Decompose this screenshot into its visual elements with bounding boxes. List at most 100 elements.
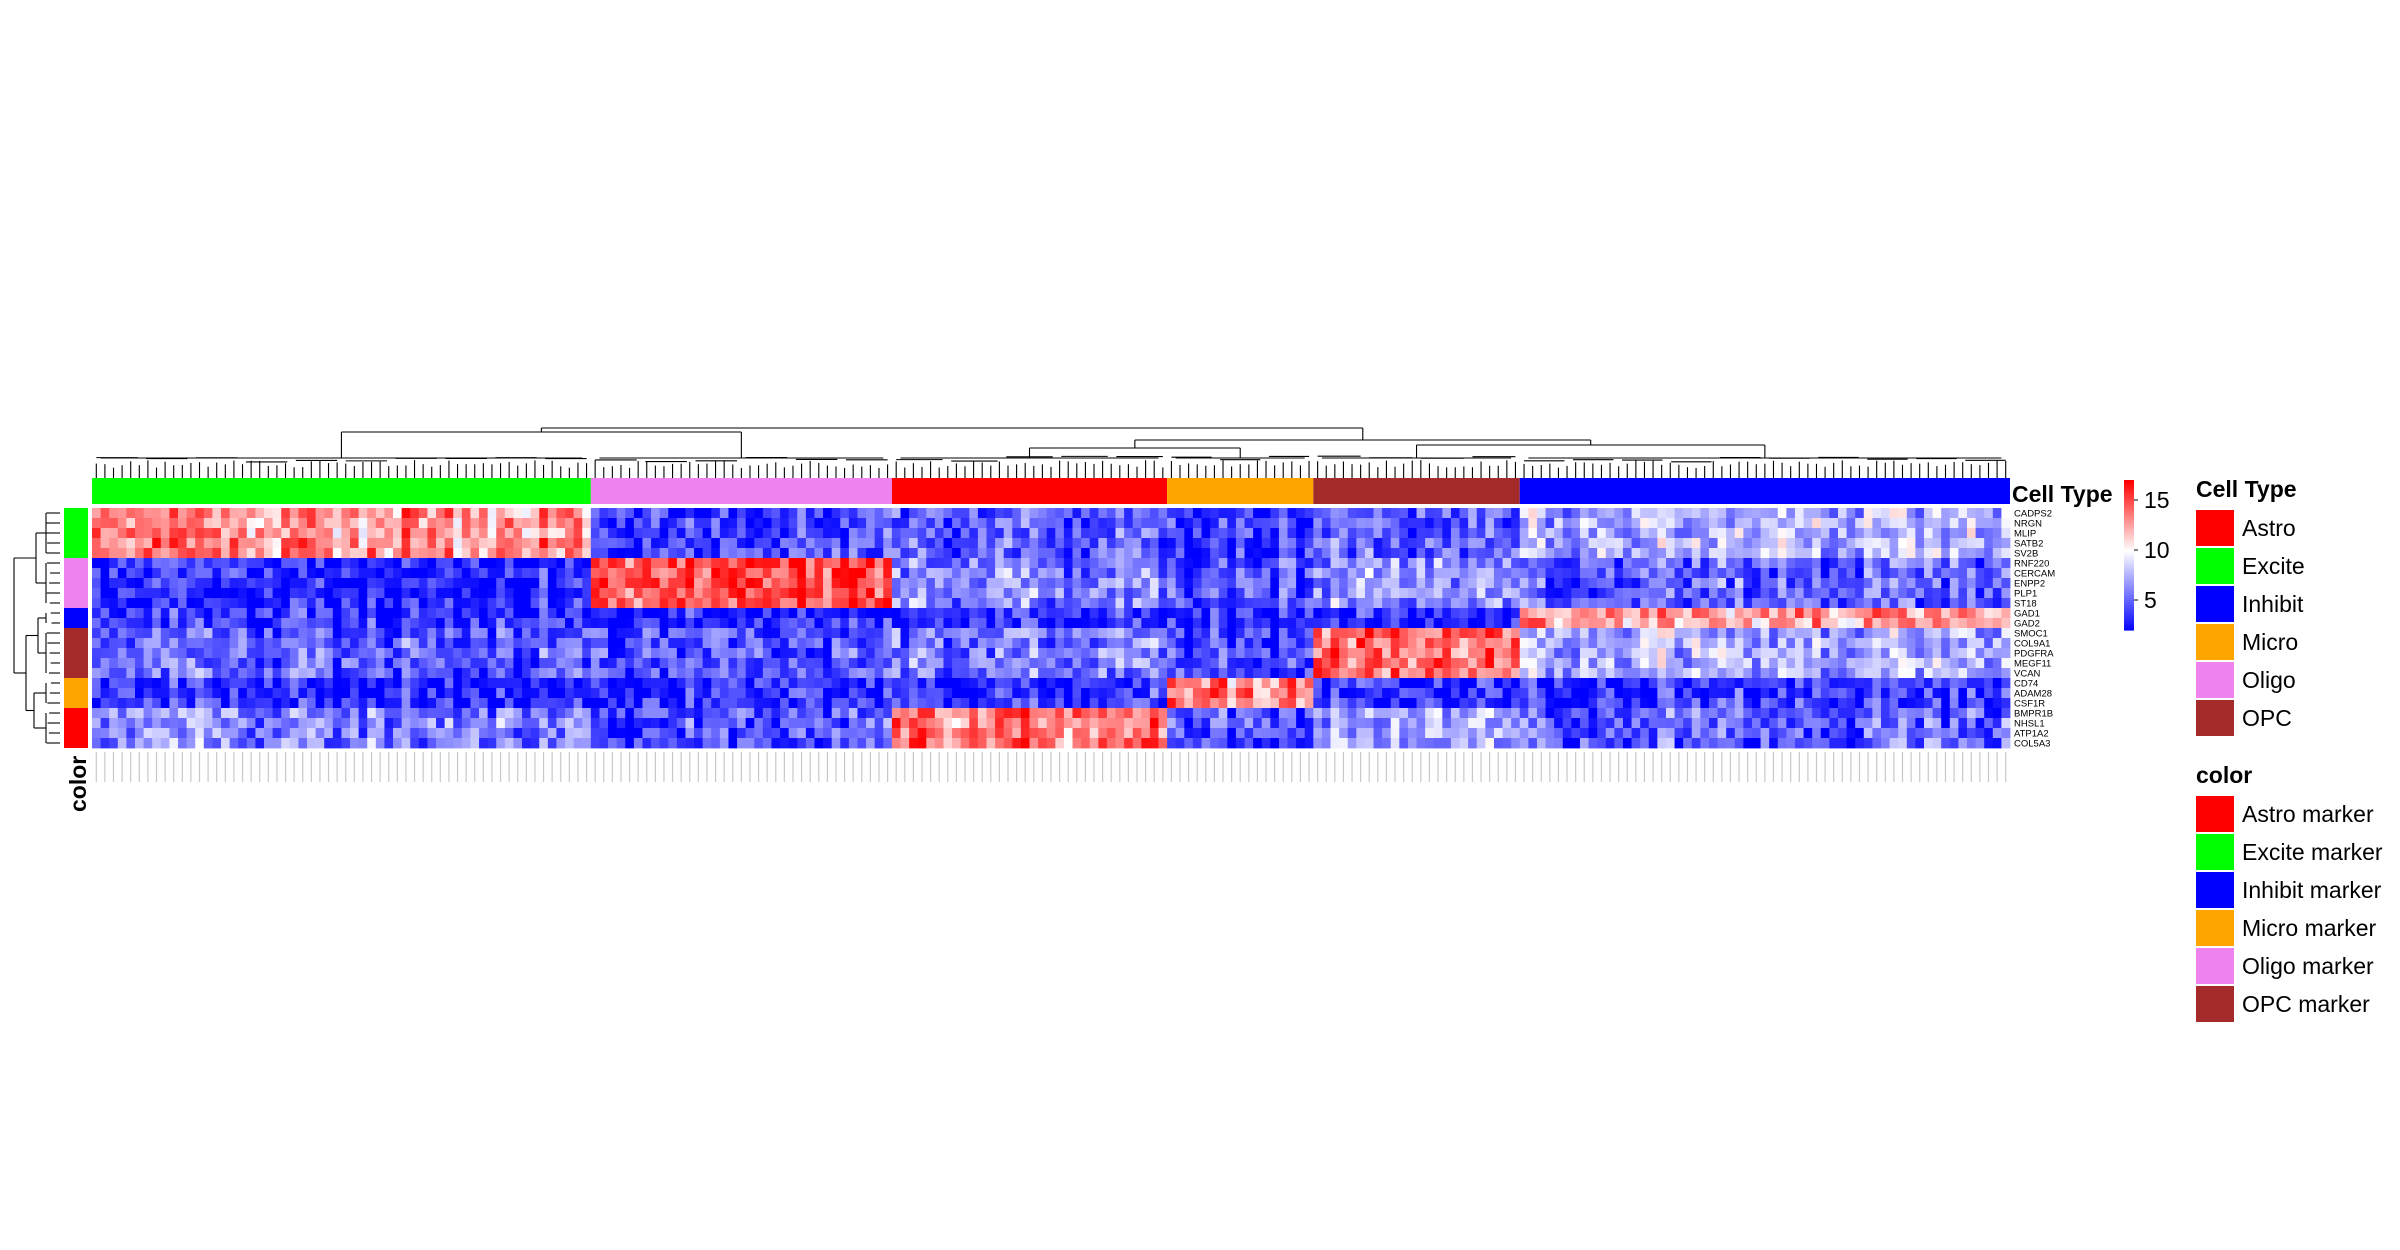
heatmap-cell	[1554, 658, 1564, 669]
heatmap-cell	[178, 528, 188, 539]
heatmap-cell	[960, 528, 970, 539]
heatmap-cell	[788, 668, 798, 679]
heatmap-cell	[143, 548, 153, 559]
heatmap-cell	[1734, 598, 1744, 609]
heatmap-cell	[1407, 518, 1417, 529]
heatmap-cell	[178, 698, 188, 709]
heatmap-cell	[1622, 568, 1632, 579]
heatmap-cell	[1562, 718, 1572, 729]
heatmap-cell	[1450, 608, 1460, 619]
heatmap-cell	[1519, 528, 1529, 539]
heatmap-cell	[264, 698, 274, 709]
heatmap-cell	[676, 628, 686, 639]
heatmap-cell	[797, 618, 807, 629]
heatmap-cell	[642, 678, 652, 689]
heatmap-cell	[1390, 628, 1400, 639]
heatmap-cell	[1313, 528, 1323, 539]
heatmap-cell	[298, 518, 308, 529]
heatmap-cell	[1175, 508, 1185, 519]
heatmap-cell	[1373, 518, 1383, 529]
heatmap-cell	[943, 508, 953, 519]
heatmap-cell	[1339, 718, 1349, 729]
heatmap-cell	[341, 678, 351, 689]
heatmap-cell	[986, 518, 996, 529]
heatmap-cell	[960, 538, 970, 549]
heatmap-cell	[1149, 698, 1159, 709]
heatmap-cell	[1416, 598, 1426, 609]
heatmap-cell	[1717, 618, 1727, 629]
heatmap-cell	[212, 648, 222, 659]
heatmap-cell	[969, 718, 979, 729]
heatmap-cell	[582, 608, 592, 619]
heatmap-cell	[384, 558, 394, 569]
heatmap-cell	[1373, 708, 1383, 719]
heatmap-cell	[100, 618, 110, 629]
heatmap-cell	[1450, 548, 1460, 559]
heatmap-cell	[848, 518, 858, 529]
heatmap-cell	[556, 668, 566, 679]
heatmap-cell	[1743, 668, 1753, 679]
heatmap-cell	[427, 608, 437, 619]
heatmap-cell	[986, 608, 996, 619]
heatmap-cell	[1545, 648, 1555, 659]
heatmap-cell	[1038, 548, 1048, 559]
heatmap-cell	[315, 528, 325, 539]
heatmap-cell	[1192, 678, 1202, 689]
heatmap-cell	[565, 628, 575, 639]
heatmap-cell	[1622, 518, 1632, 529]
heatmap-cell	[1691, 558, 1701, 569]
heatmap-cell	[831, 738, 841, 749]
heatmap-cell	[461, 678, 471, 689]
heatmap-cell	[255, 688, 265, 699]
heatmap-cell	[384, 628, 394, 639]
heatmap-cell	[530, 668, 540, 679]
heatmap-cell	[1321, 628, 1331, 639]
heatmap-cell	[582, 528, 592, 539]
heatmap-cell	[100, 518, 110, 529]
heatmap-cell	[771, 578, 781, 589]
heatmap-cell	[1158, 718, 1168, 729]
heatmap-cell	[135, 648, 145, 659]
heatmap-cell	[771, 558, 781, 569]
heatmap-cell	[212, 598, 222, 609]
heatmap-cell	[212, 628, 222, 639]
heatmap-cell	[1459, 578, 1469, 589]
heatmap-cell	[780, 718, 790, 729]
heatmap-cell	[917, 608, 927, 619]
heatmap-cell	[1450, 678, 1460, 689]
heatmap-cell	[943, 628, 953, 639]
heatmap-cell	[547, 578, 557, 589]
heatmap-cell	[169, 668, 179, 679]
heatmap-cell	[702, 708, 712, 719]
heatmap-cell	[255, 618, 265, 629]
heatmap-cell	[1502, 608, 1512, 619]
heatmap-cell	[1278, 558, 1288, 569]
heatmap-cell	[418, 548, 428, 559]
heatmap-cell	[1012, 618, 1022, 629]
heatmap-cell	[178, 678, 188, 689]
heatmap-cell	[788, 598, 798, 609]
heatmap-cell	[1227, 628, 1237, 639]
heatmap-cell	[1390, 718, 1400, 729]
heatmap-cell	[1476, 688, 1486, 699]
heatmap-cell	[1631, 728, 1641, 739]
heatmap-cell	[1622, 508, 1632, 519]
heatmap-cell	[332, 728, 342, 739]
heatmap-cell	[1648, 738, 1658, 749]
heatmap-cell	[1063, 738, 1073, 749]
heatmap-cell	[1571, 548, 1581, 559]
heatmap-cell	[1407, 698, 1417, 709]
heatmap-cell	[1304, 728, 1314, 739]
heatmap-cell	[857, 628, 867, 639]
heatmap-cell	[358, 518, 368, 529]
heatmap-cell	[530, 568, 540, 579]
heatmap-cell	[229, 628, 239, 639]
heatmap-cell	[823, 558, 833, 569]
heatmap-cell	[805, 508, 815, 519]
heatmap-cell	[771, 618, 781, 629]
heatmap-cell	[797, 568, 807, 579]
heatmap-cell	[1502, 528, 1512, 539]
heatmap-cell	[977, 728, 987, 739]
heatmap-cell	[169, 568, 179, 579]
heatmap-cell	[1253, 718, 1263, 729]
